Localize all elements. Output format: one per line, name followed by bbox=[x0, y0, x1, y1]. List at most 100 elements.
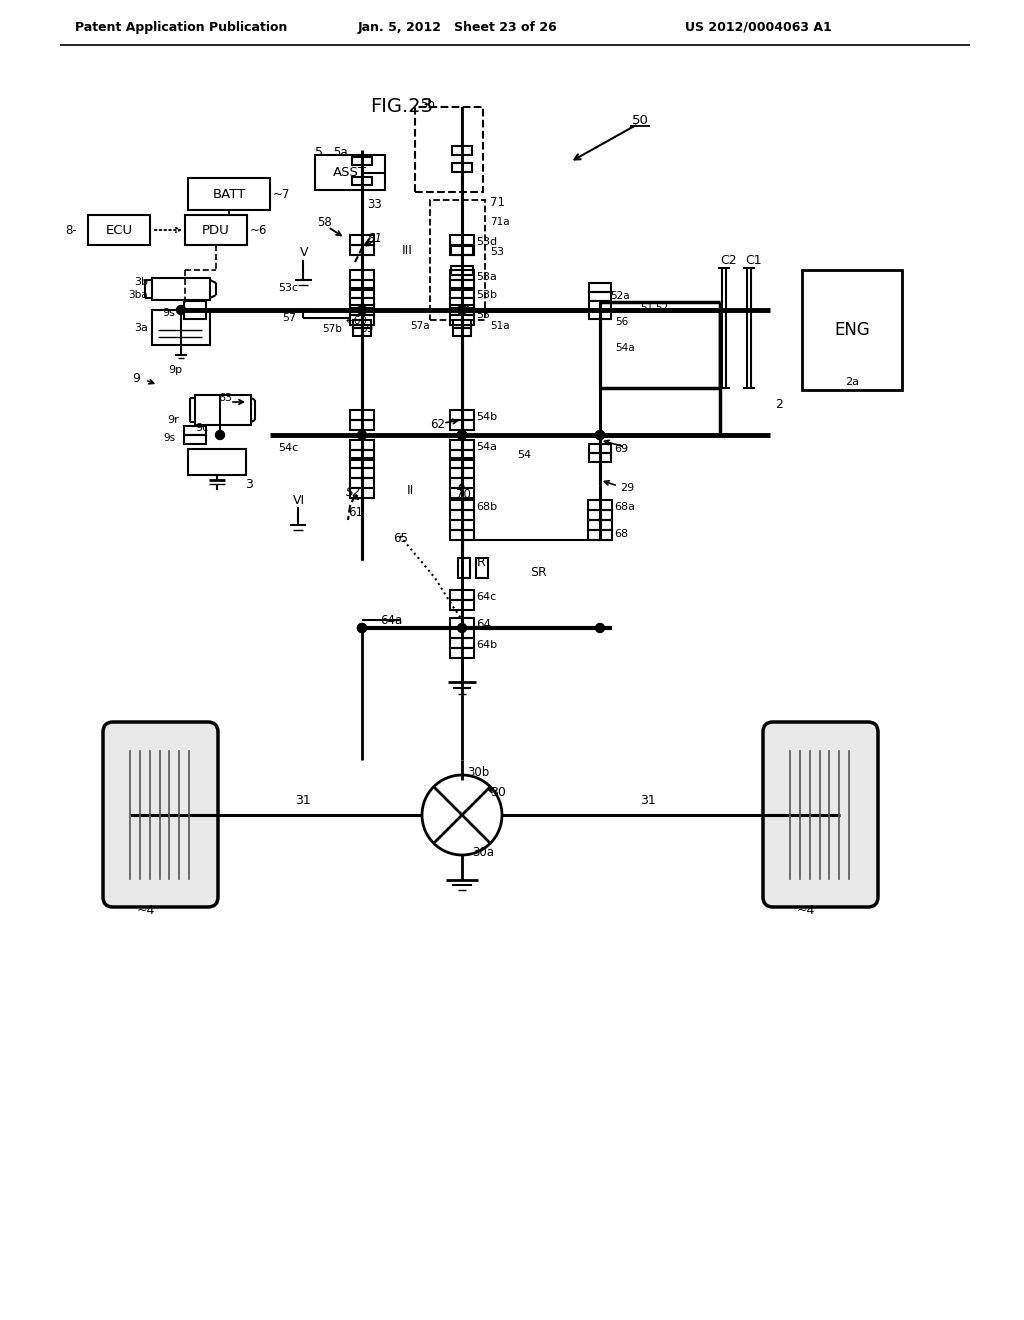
Text: V: V bbox=[300, 246, 308, 259]
Bar bbox=[452, 147, 472, 154]
Text: 51: 51 bbox=[640, 304, 653, 313]
Text: III: III bbox=[402, 243, 413, 256]
Text: 9r: 9r bbox=[167, 414, 179, 425]
Text: 63: 63 bbox=[218, 393, 232, 403]
Bar bbox=[152, 310, 210, 345]
Text: 29: 29 bbox=[620, 483, 634, 492]
Text: 30a: 30a bbox=[472, 846, 494, 859]
Text: ASST: ASST bbox=[333, 166, 367, 180]
Bar bbox=[453, 319, 471, 327]
Bar bbox=[350, 488, 374, 498]
Bar bbox=[184, 426, 206, 436]
Bar bbox=[589, 444, 611, 453]
Bar bbox=[450, 420, 474, 430]
Bar bbox=[188, 178, 270, 210]
Bar bbox=[450, 648, 474, 657]
Bar bbox=[476, 558, 488, 578]
Bar bbox=[450, 638, 474, 648]
Text: 64c: 64c bbox=[476, 591, 497, 602]
Bar bbox=[350, 271, 374, 280]
Bar bbox=[450, 298, 474, 308]
Text: 68: 68 bbox=[614, 529, 628, 539]
Text: 50: 50 bbox=[632, 114, 649, 127]
Text: 8-: 8- bbox=[66, 223, 77, 236]
Bar bbox=[350, 298, 374, 308]
Bar bbox=[588, 500, 612, 510]
Circle shape bbox=[458, 430, 467, 440]
Bar bbox=[350, 469, 374, 478]
Bar bbox=[88, 215, 150, 246]
Bar bbox=[184, 436, 206, 444]
Text: 2: 2 bbox=[775, 399, 783, 412]
Text: ~7: ~7 bbox=[273, 187, 291, 201]
Text: VI: VI bbox=[293, 494, 305, 507]
Bar bbox=[350, 315, 374, 325]
Text: ENG: ENG bbox=[835, 321, 869, 339]
Text: 70: 70 bbox=[456, 488, 471, 502]
Text: 3b: 3b bbox=[134, 277, 148, 286]
Text: 31: 31 bbox=[295, 795, 310, 808]
Bar bbox=[350, 450, 374, 459]
Bar bbox=[450, 510, 474, 520]
Text: ~6: ~6 bbox=[250, 223, 267, 236]
Circle shape bbox=[458, 430, 467, 440]
Circle shape bbox=[458, 430, 467, 440]
Text: 61: 61 bbox=[348, 506, 362, 519]
Bar bbox=[353, 327, 371, 337]
Bar bbox=[450, 531, 474, 540]
Text: 33: 33 bbox=[367, 198, 382, 211]
Bar bbox=[458, 558, 470, 578]
Text: C2: C2 bbox=[720, 253, 736, 267]
Circle shape bbox=[596, 430, 604, 440]
Bar bbox=[452, 162, 472, 172]
Text: S2: S2 bbox=[346, 486, 361, 499]
Bar bbox=[350, 235, 374, 246]
Text: 53d: 53d bbox=[476, 238, 497, 247]
Bar bbox=[185, 215, 247, 246]
Bar bbox=[589, 292, 611, 301]
Text: 5: 5 bbox=[315, 145, 323, 158]
Bar bbox=[450, 520, 474, 531]
Text: 31: 31 bbox=[640, 795, 655, 808]
Text: 53: 53 bbox=[490, 247, 504, 257]
Text: 9: 9 bbox=[132, 371, 140, 384]
Text: 68a: 68a bbox=[614, 502, 635, 512]
Text: 9p: 9p bbox=[168, 366, 182, 375]
Text: Jan. 5, 2012   Sheet 23 of 26: Jan. 5, 2012 Sheet 23 of 26 bbox=[358, 21, 558, 33]
Text: 5b: 5b bbox=[420, 99, 435, 111]
Text: SR: SR bbox=[530, 565, 547, 578]
Bar bbox=[802, 271, 902, 389]
Text: 3ba: 3ba bbox=[128, 290, 148, 300]
Text: 53c: 53c bbox=[278, 282, 298, 293]
Text: 65: 65 bbox=[393, 532, 408, 544]
Bar bbox=[350, 288, 374, 298]
Text: ~4: ~4 bbox=[797, 903, 815, 916]
Text: PDU: PDU bbox=[202, 223, 229, 236]
Bar bbox=[589, 310, 611, 319]
Bar bbox=[450, 469, 474, 478]
Text: BATT: BATT bbox=[212, 187, 246, 201]
Bar bbox=[588, 531, 612, 540]
Bar bbox=[450, 315, 474, 325]
Bar bbox=[450, 618, 474, 628]
Bar bbox=[589, 282, 611, 292]
Circle shape bbox=[357, 623, 367, 632]
Bar bbox=[450, 590, 474, 601]
Bar bbox=[450, 280, 474, 290]
Text: 62: 62 bbox=[430, 418, 445, 432]
Text: 53b: 53b bbox=[476, 290, 497, 300]
Circle shape bbox=[458, 305, 467, 314]
Circle shape bbox=[357, 305, 367, 314]
Bar bbox=[450, 478, 474, 488]
Bar bbox=[315, 154, 385, 190]
Text: 57b: 57b bbox=[322, 323, 342, 334]
Bar bbox=[450, 235, 474, 246]
Bar bbox=[430, 201, 485, 319]
Text: S1: S1 bbox=[368, 231, 383, 244]
Bar bbox=[588, 510, 612, 520]
Bar bbox=[450, 628, 474, 638]
Text: 57a: 57a bbox=[410, 321, 430, 331]
Bar bbox=[450, 458, 474, 469]
Bar bbox=[353, 319, 371, 327]
Text: 69: 69 bbox=[614, 444, 628, 454]
